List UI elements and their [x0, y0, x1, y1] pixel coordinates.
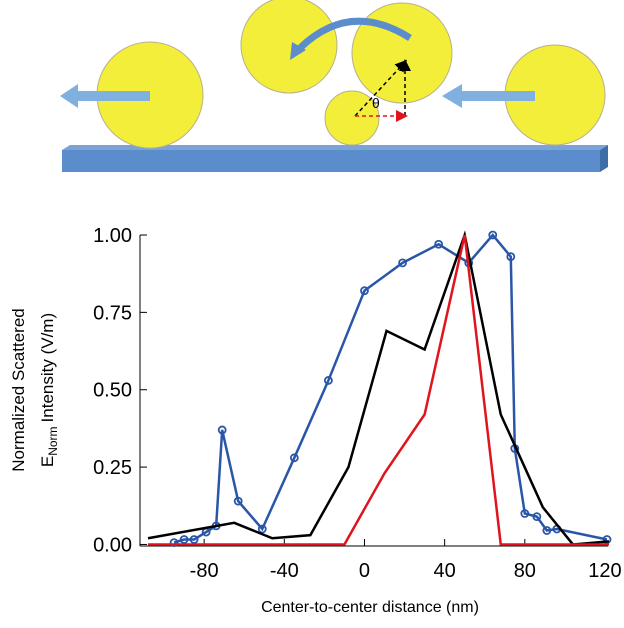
point	[360, 286, 369, 296]
point	[434, 239, 444, 249]
x-tick-label: 40	[434, 560, 456, 582]
chart: Center-to-center distance (nm) Normalize…	[9, 225, 622, 616]
point	[520, 509, 530, 518]
point	[169, 538, 179, 547]
point	[323, 376, 333, 385]
diagram: θ	[60, 0, 608, 172]
point	[179, 535, 189, 544]
series-line	[148, 234, 609, 546]
arrow-head	[290, 42, 306, 60]
vector	[354, 59, 408, 117]
y-axis-label: Intensity (V/m)	[38, 313, 57, 423]
y-tick-label: 1.00	[93, 225, 132, 247]
point	[189, 535, 199, 544]
y-tick-label: 0.75	[93, 302, 132, 324]
y-axis-label: E	[38, 456, 57, 467]
substrate	[62, 150, 600, 172]
point	[602, 535, 612, 544]
point	[257, 524, 267, 534]
y-tick-label: 0.25	[93, 457, 132, 479]
x-tick-label: 120	[588, 560, 621, 582]
point	[506, 252, 516, 262]
point	[217, 425, 227, 435]
x-axis-label: Center-to-center distance (nm)	[261, 599, 479, 616]
point	[398, 258, 407, 268]
series-line	[173, 233, 608, 544]
x-tick-label: 0	[359, 560, 370, 582]
arrow	[442, 84, 535, 108]
rotation-arrow	[297, 17, 412, 51]
point	[233, 496, 243, 506]
arrow	[60, 84, 150, 108]
angle-label: θ	[372, 95, 380, 111]
point	[289, 453, 299, 463]
point	[542, 526, 552, 535]
y-tick-label: 0.00	[93, 534, 132, 556]
particle	[351, 2, 453, 104]
substrate-top	[62, 145, 608, 150]
substrate-side	[600, 145, 608, 172]
x-tick-label: 80	[514, 560, 536, 582]
y-axis-label: Normalized Scattered	[9, 308, 28, 471]
point	[488, 230, 498, 240]
point	[532, 512, 542, 522]
x-tick-label: -80	[190, 560, 219, 582]
x-tick-label: -40	[270, 560, 299, 582]
y-axis-label: Norm	[46, 426, 60, 455]
particle	[240, 0, 338, 94]
series-line	[147, 230, 610, 546]
y-tick-label: 0.50	[93, 380, 132, 402]
y-axis-label: ENorm Intensity (V/m)	[38, 313, 60, 467]
